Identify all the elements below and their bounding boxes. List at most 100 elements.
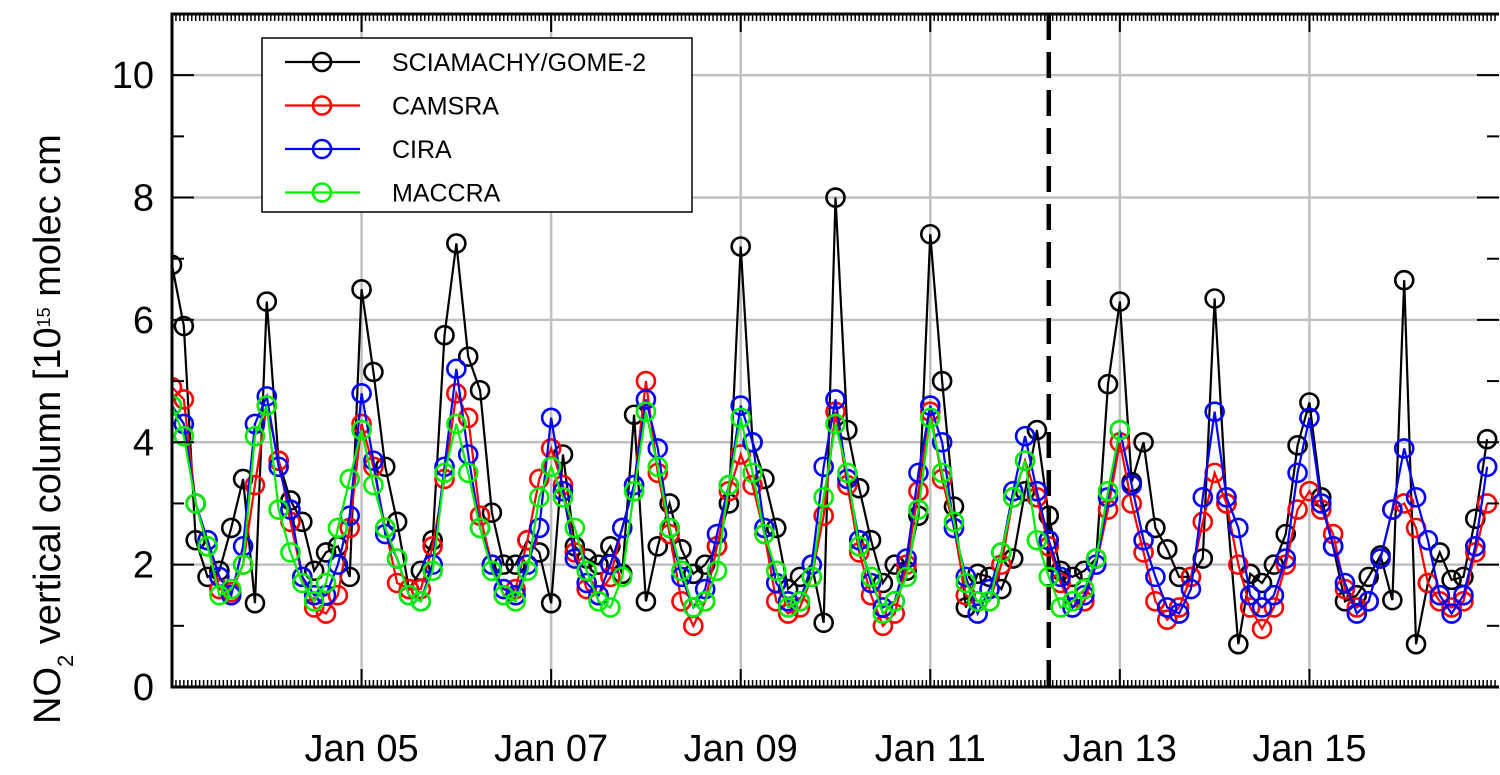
data-point bbox=[1156, 609, 1178, 631]
data-point bbox=[1275, 548, 1297, 569]
data-point bbox=[280, 542, 301, 563]
data-point bbox=[505, 584, 526, 606]
x-minor-ticks bbox=[175, 14, 1496, 687]
data-point bbox=[256, 395, 278, 416]
data-point bbox=[635, 591, 657, 612]
data-point bbox=[635, 389, 657, 410]
data-point bbox=[1393, 269, 1415, 291]
data-point bbox=[386, 548, 408, 569]
legend: SCIAMACHY/GOME-2 CAMSRA CIRA MACCRA bbox=[261, 37, 693, 213]
data-point bbox=[173, 315, 195, 337]
legend-box bbox=[261, 37, 693, 213]
data-point bbox=[931, 370, 953, 392]
data-point bbox=[398, 584, 420, 606]
data-point bbox=[244, 425, 266, 447]
y-tick-label: 10 bbox=[112, 55, 154, 97]
data-point bbox=[647, 535, 669, 557]
data-point bbox=[908, 499, 929, 520]
y-tick-label: 4 bbox=[133, 422, 154, 464]
data-point bbox=[588, 554, 609, 575]
data-point bbox=[505, 591, 526, 612]
legend-marker bbox=[311, 95, 333, 116]
data-point bbox=[1026, 529, 1048, 551]
data-point bbox=[884, 603, 906, 624]
data-point bbox=[351, 419, 372, 441]
y-label-part: vertical column [10 bbox=[27, 327, 69, 654]
data-point bbox=[374, 517, 396, 539]
y-tick-label: 6 bbox=[133, 300, 154, 342]
data-point bbox=[540, 592, 562, 614]
data-point bbox=[315, 542, 337, 563]
data-point bbox=[1405, 487, 1427, 508]
data-point bbox=[220, 578, 242, 600]
data-point bbox=[481, 502, 503, 523]
data-point bbox=[1038, 566, 1060, 588]
data-point bbox=[1228, 554, 1249, 575]
data-point bbox=[860, 529, 882, 551]
data-point bbox=[955, 566, 977, 588]
data-point bbox=[303, 584, 325, 606]
data-point bbox=[363, 474, 384, 496]
data-point bbox=[611, 566, 633, 588]
data-point bbox=[1168, 566, 1190, 588]
data-point bbox=[315, 572, 337, 594]
data-point bbox=[481, 560, 503, 582]
data-point bbox=[493, 584, 515, 606]
data-point bbox=[813, 487, 834, 508]
data-point bbox=[730, 407, 752, 429]
data-point bbox=[1062, 566, 1083, 588]
data-point bbox=[1050, 566, 1071, 588]
data-point bbox=[1239, 597, 1261, 618]
data-point bbox=[1441, 603, 1462, 624]
data-point bbox=[837, 462, 858, 484]
data-point bbox=[1476, 428, 1498, 450]
data-point bbox=[434, 462, 455, 484]
data-point bbox=[943, 496, 965, 517]
data-point bbox=[919, 223, 941, 245]
data-point bbox=[209, 584, 230, 606]
data-point bbox=[979, 591, 1000, 612]
data-point bbox=[765, 517, 787, 539]
data-point bbox=[1216, 487, 1237, 508]
data-point bbox=[1097, 480, 1119, 502]
data-point bbox=[1417, 529, 1439, 551]
data-point bbox=[1026, 419, 1048, 441]
data-point bbox=[1145, 517, 1166, 539]
data-point bbox=[694, 578, 716, 600]
data-point bbox=[683, 597, 704, 618]
data-point bbox=[1429, 584, 1451, 606]
data-point bbox=[1393, 438, 1415, 459]
data-point bbox=[730, 395, 752, 416]
data-point bbox=[327, 584, 349, 606]
data-point bbox=[1310, 493, 1332, 514]
data-point bbox=[908, 462, 929, 484]
data-point bbox=[268, 456, 289, 478]
data-point bbox=[1026, 480, 1048, 502]
data-point bbox=[647, 456, 669, 478]
data-point bbox=[1239, 584, 1261, 606]
data-point bbox=[280, 499, 301, 520]
data-point bbox=[1002, 487, 1024, 508]
data-point bbox=[528, 487, 550, 508]
data-point bbox=[469, 379, 491, 401]
data-point bbox=[172, 254, 183, 276]
y-axis-label: NO2 vertical column [1015 molec cm bbox=[27, 134, 78, 724]
x-tick-label: Jan 11 bbox=[875, 728, 986, 770]
data-point bbox=[588, 591, 609, 612]
data-point bbox=[967, 603, 988, 624]
data-point bbox=[339, 468, 361, 490]
y-label-part: molec cm bbox=[27, 134, 69, 307]
x-tick-label: Jan 05 bbox=[305, 728, 419, 770]
data-point bbox=[469, 517, 491, 539]
data-point bbox=[825, 413, 846, 435]
axes: 0 2 4 6 8 10 Jan 05 Jan 07 Jan 09 Jan 11 Jan 13 Jan… bbox=[112, 12, 1499, 770]
data-point bbox=[1263, 597, 1285, 618]
legend-label: CIRA bbox=[392, 136, 452, 164]
data-point bbox=[1370, 548, 1391, 569]
data-point bbox=[872, 597, 894, 618]
data-point bbox=[1251, 597, 1273, 618]
data-point bbox=[185, 493, 206, 514]
data-point bbox=[1204, 401, 1225, 422]
data-point bbox=[363, 450, 384, 471]
data-point bbox=[659, 493, 680, 514]
